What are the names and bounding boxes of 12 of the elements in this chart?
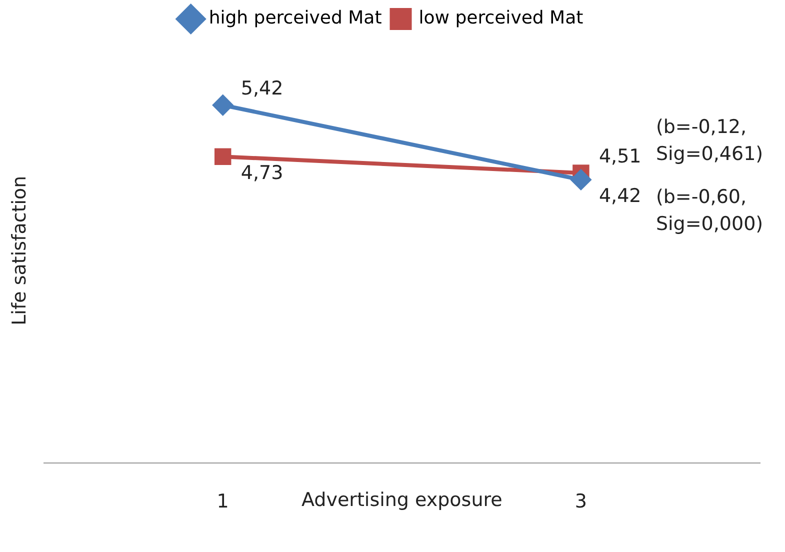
text: (b=-0,60, Sig=0,000): [656, 186, 764, 235]
y-axis-title: Life satisfaction: [8, 176, 30, 326]
data-label: 5,42: [240, 78, 284, 100]
x-tick-label: 3: [574, 490, 587, 513]
data-label: 4,51: [598, 145, 642, 168]
data-label: 4,73: [240, 162, 284, 184]
legend-label: low perceived Mat: [418, 8, 584, 29]
data-label: 4,42: [598, 185, 642, 208]
legend-label: high perceived Mat: [208, 8, 382, 29]
x-tick-label: 1: [216, 490, 229, 513]
annotation: (b=-0,12, Sig=0,461): [656, 116, 764, 165]
x-axis-title: Advertising exposure: [301, 489, 502, 512]
